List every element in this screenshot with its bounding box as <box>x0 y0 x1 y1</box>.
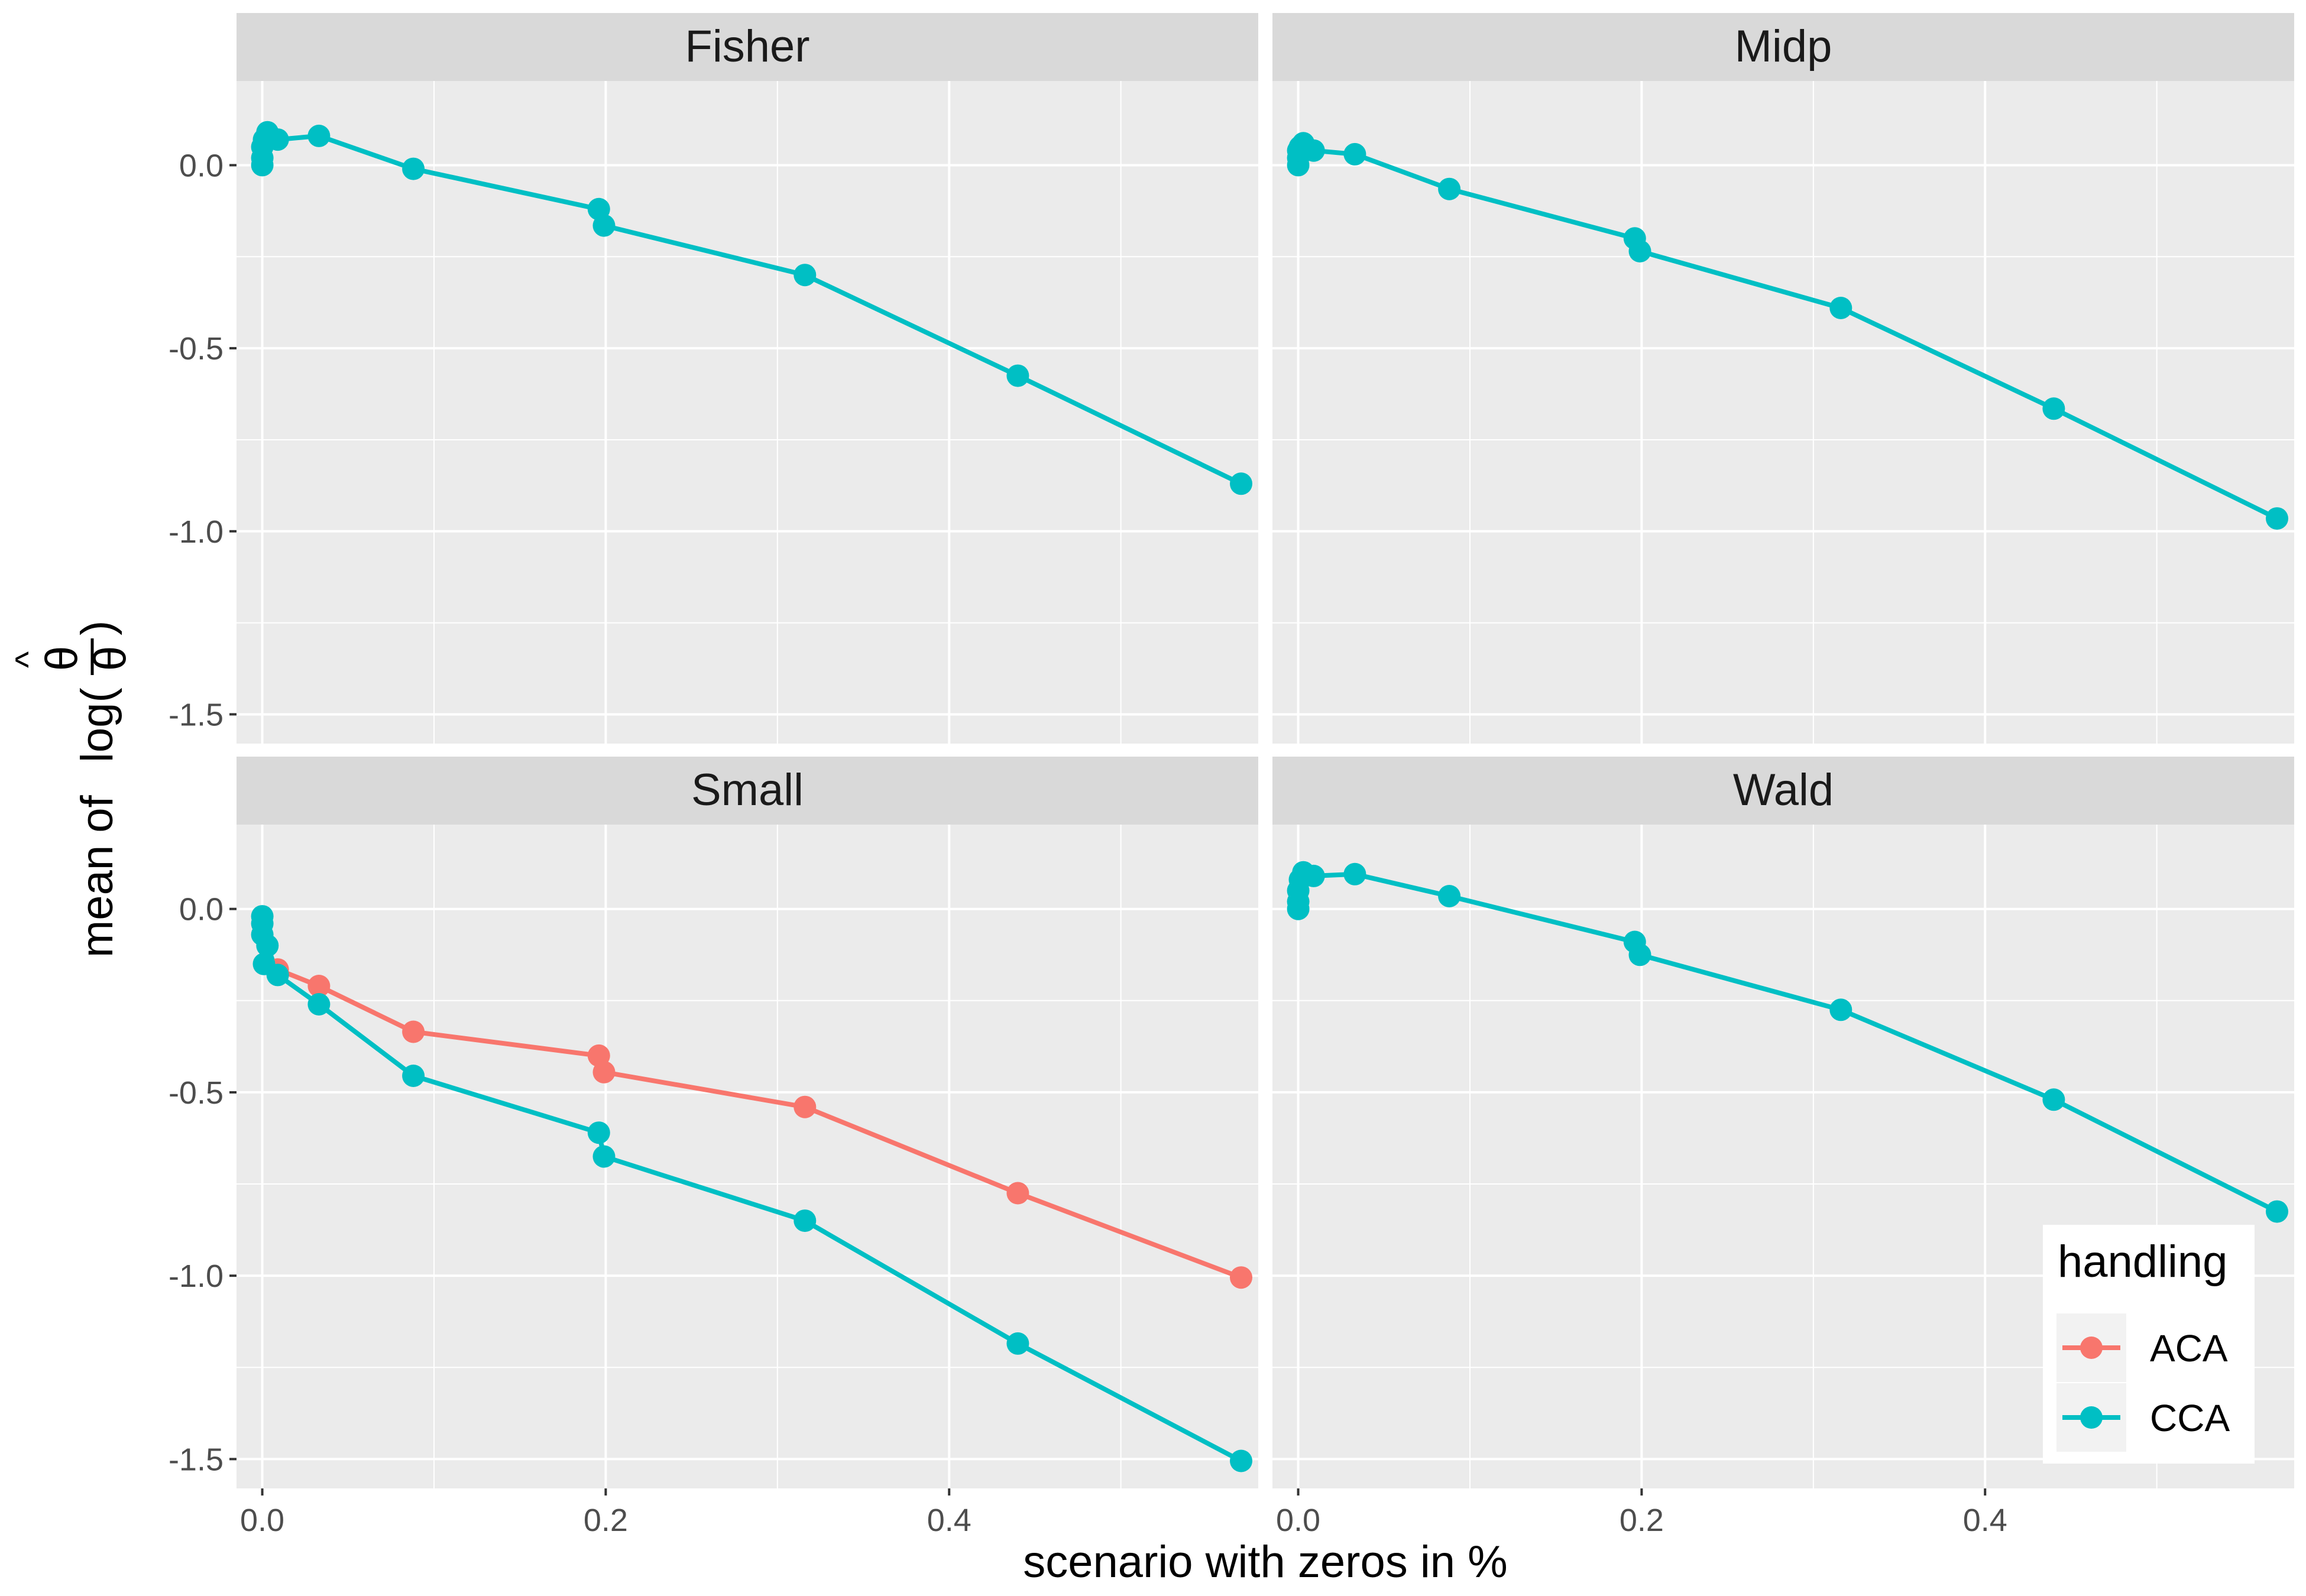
legend-key-point <box>2080 1337 2103 1359</box>
y-tick-label: -1.5 <box>169 1442 224 1477</box>
y-axis-hat-mark: ^ <box>8 651 48 668</box>
strip-fisher <box>237 13 1258 81</box>
data-point-cca <box>1302 864 1325 887</box>
data-point-cca <box>592 1145 616 1168</box>
axes-layer: 0.0 -0.5 -1.0 -1.5 0.0 -0.5 -1.0 -1.5 0.0 0.2 0.4 0… <box>169 148 2007 1538</box>
y-axis-title: mean of log( θ ^ θ ) <box>8 621 135 958</box>
legend-title: handling <box>2058 1237 2227 1287</box>
data-point-aca <box>592 1060 616 1084</box>
y-tick-label: -0.5 <box>169 331 224 366</box>
data-point-cca <box>1230 472 1252 495</box>
x-tick-label: 0.0 <box>1276 1503 1320 1538</box>
data-point-cca <box>1302 139 1325 162</box>
data-point-cca <box>2266 1200 2288 1223</box>
data-point-cca <box>307 993 331 1016</box>
legend-label-cca: CCA <box>2150 1397 2230 1439</box>
strip-small <box>237 757 1258 825</box>
data-point-cca <box>2266 507 2288 530</box>
data-point-aca <box>794 1095 817 1118</box>
y-axis-title-prefix: mean of <box>72 795 122 958</box>
data-point-cca <box>1628 240 1651 262</box>
panel-small: Small <box>237 757 1258 1488</box>
data-point-cca <box>2042 1088 2065 1111</box>
x-axis-title: scenario with zeros in % <box>1023 1537 1507 1587</box>
legend: handling ACA CCA <box>2043 1225 2255 1464</box>
data-point-cca <box>1006 1332 1029 1355</box>
y-tick-label: -1.0 <box>169 514 224 550</box>
data-point-aca <box>402 1020 425 1043</box>
x-tick-label: 0.4 <box>1963 1503 2007 1538</box>
data-point-cca <box>794 264 817 287</box>
plot-background-fisher <box>237 81 1258 744</box>
data-point-cca <box>1829 998 1852 1021</box>
data-point-cca <box>266 964 289 987</box>
strip-midp <box>1272 13 2294 81</box>
data-point-cca <box>2042 397 2065 420</box>
data-point-cca <box>402 1065 425 1087</box>
x-tick-label: 0.2 <box>584 1503 628 1538</box>
y-tick-label: 0.0 <box>179 892 224 927</box>
legend-entry-cca: CCA <box>2056 1383 2230 1452</box>
data-point-cca <box>256 934 279 957</box>
strip-label-small: Small <box>691 765 804 815</box>
data-point-aca <box>1230 1266 1252 1289</box>
y-tick-label: -1.0 <box>169 1258 224 1294</box>
strip-wald <box>1272 757 2294 825</box>
y-axis-theta-hat: θ <box>37 646 87 671</box>
legend-entry-aca: ACA <box>2056 1313 2228 1382</box>
legend-label-aca: ACA <box>2150 1327 2228 1370</box>
legend-key-point <box>2080 1406 2103 1429</box>
data-point-cca <box>794 1209 817 1232</box>
data-point-cca <box>402 157 425 180</box>
y-tick-label: 0.0 <box>179 148 224 183</box>
x-tick-label: 0.2 <box>1620 1503 1664 1538</box>
data-point-cca <box>1343 862 1366 885</box>
y-axis-title-math: log( θ ^ θ ) <box>8 621 135 763</box>
data-point-aca <box>307 975 331 997</box>
data-point-cca <box>1006 364 1029 387</box>
data-point-cca <box>1438 885 1461 907</box>
strip-label-wald: Wald <box>1733 765 1834 815</box>
data-point-cca <box>307 124 331 147</box>
data-point-cca <box>1829 297 1852 319</box>
y-axis-theta: θ <box>85 646 135 671</box>
strip-label-fisher: Fisher <box>685 21 809 72</box>
data-point-cca <box>587 1121 610 1144</box>
data-point-cca <box>266 128 289 151</box>
y-axis-close-paren: ) <box>72 621 122 635</box>
data-point-cca <box>1343 142 1366 166</box>
data-point-aca <box>1006 1182 1029 1205</box>
data-point-cca <box>1438 177 1461 200</box>
y-axis-log-text: log( <box>72 687 122 763</box>
panel-midp: Midp <box>1272 13 2294 744</box>
x-tick-label: 0.0 <box>240 1503 284 1538</box>
data-point-cca <box>1230 1449 1252 1472</box>
y-tick-label: -0.5 <box>169 1075 224 1111</box>
legend-entries: ACA CCA <box>2056 1313 2230 1452</box>
panel-fisher: Fisher <box>237 13 1258 744</box>
strip-label-midp: Midp <box>1735 21 1832 72</box>
y-tick-label: -1.5 <box>169 697 224 732</box>
data-point-cca <box>592 214 616 237</box>
data-point-cca <box>1628 943 1651 966</box>
x-tick-label: 0.4 <box>927 1503 971 1538</box>
panels-layer: Fisher Midp Small Wald <box>237 13 2294 1488</box>
